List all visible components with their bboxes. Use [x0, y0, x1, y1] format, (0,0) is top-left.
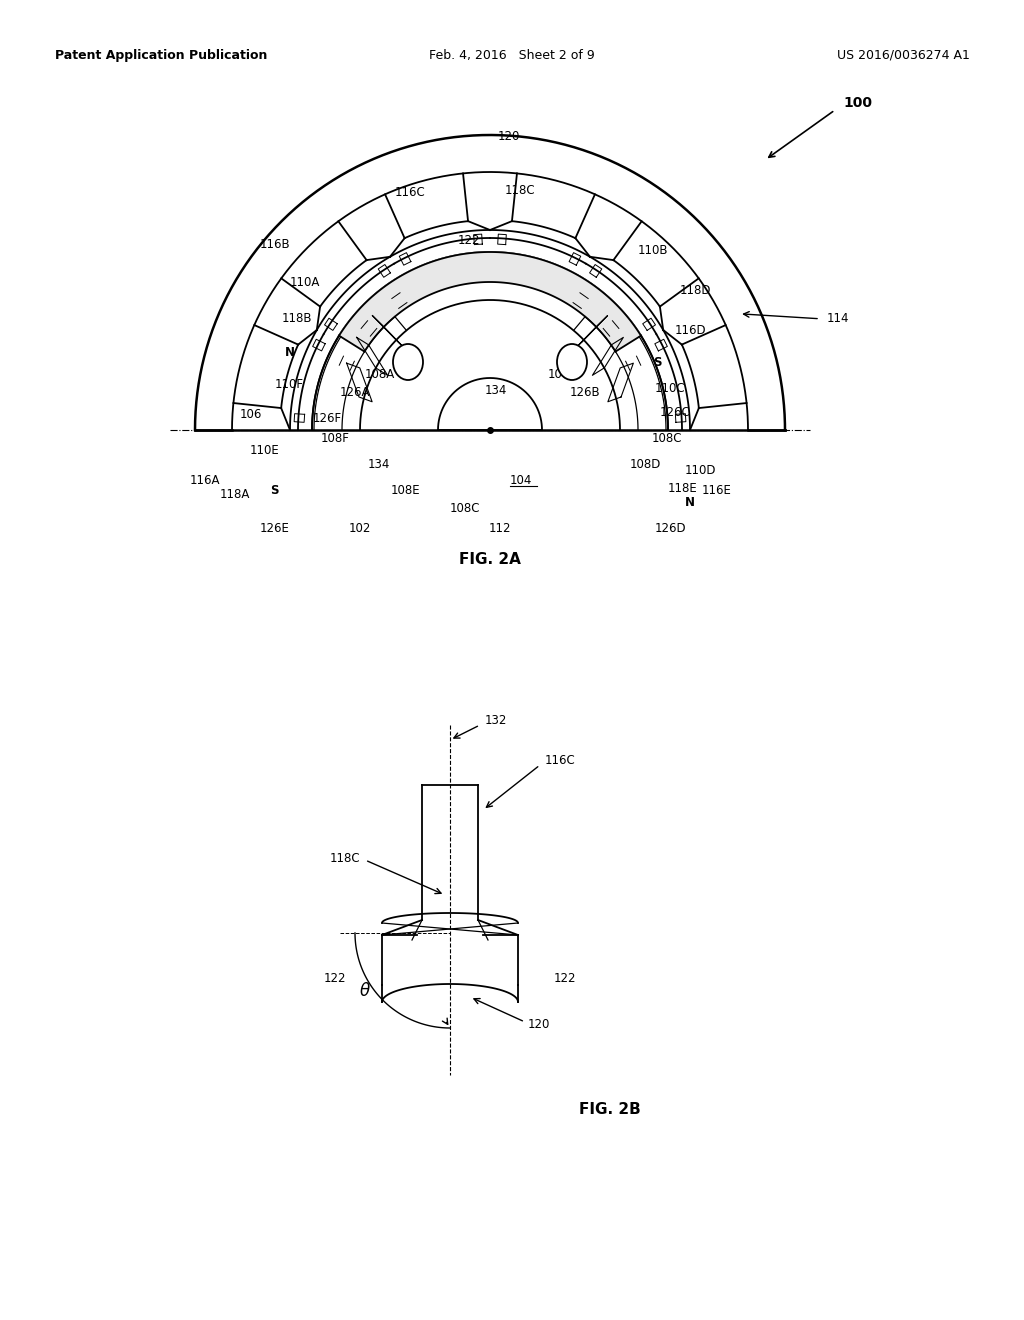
Ellipse shape — [557, 345, 587, 380]
Text: Patent Application Publication: Patent Application Publication — [55, 49, 267, 62]
Text: N: N — [285, 346, 295, 359]
Polygon shape — [339, 252, 641, 351]
Text: N: N — [685, 496, 695, 510]
Text: 116C: 116C — [394, 186, 425, 198]
Text: S: S — [270, 483, 279, 496]
Text: 116C: 116C — [545, 754, 575, 767]
Text: S: S — [653, 355, 662, 368]
Text: 102: 102 — [349, 521, 371, 535]
Text: 126C: 126C — [660, 405, 691, 418]
Text: 108F: 108F — [322, 432, 350, 445]
Text: 132: 132 — [485, 714, 507, 726]
Text: $\theta$: $\theta$ — [359, 982, 371, 1001]
Text: 122: 122 — [554, 972, 577, 985]
Text: 120: 120 — [498, 129, 520, 143]
Text: 110C: 110C — [655, 381, 686, 395]
Text: 116A: 116A — [190, 474, 220, 487]
Text: FIG. 2B: FIG. 2B — [580, 1102, 641, 1118]
Text: 126D: 126D — [654, 521, 686, 535]
Text: 108C: 108C — [450, 502, 480, 515]
Text: 112: 112 — [488, 521, 511, 535]
Text: 104: 104 — [510, 474, 532, 487]
Text: 106: 106 — [240, 408, 262, 421]
Text: 126B: 126B — [570, 385, 601, 399]
Text: 126E: 126E — [260, 521, 290, 535]
Text: Feb. 4, 2016   Sheet 2 of 9: Feb. 4, 2016 Sheet 2 of 9 — [429, 49, 595, 62]
Text: US 2016/0036274 A1: US 2016/0036274 A1 — [838, 49, 970, 62]
Text: 118A: 118A — [220, 488, 251, 502]
Text: 118C: 118C — [505, 183, 536, 197]
Text: 108C: 108C — [652, 432, 683, 445]
Text: 120: 120 — [528, 1018, 550, 1031]
Text: 116D: 116D — [675, 323, 707, 337]
Text: 110A: 110A — [290, 276, 321, 289]
Text: 122: 122 — [324, 972, 346, 985]
Ellipse shape — [393, 345, 423, 380]
Text: 108D: 108D — [630, 458, 662, 471]
Text: 122: 122 — [458, 234, 480, 247]
Text: 118C: 118C — [330, 851, 360, 865]
Text: 110D: 110D — [685, 463, 717, 477]
Text: 116B: 116B — [260, 239, 291, 252]
Text: 110F: 110F — [275, 379, 304, 392]
Text: 108B: 108B — [548, 368, 579, 381]
Text: 108E: 108E — [390, 483, 420, 496]
Text: 108A: 108A — [365, 368, 395, 381]
Text: 100: 100 — [843, 96, 872, 110]
Text: 134: 134 — [485, 384, 507, 396]
Text: 110B: 110B — [638, 243, 669, 256]
Text: 118B: 118B — [282, 312, 312, 325]
Text: 118D: 118D — [680, 284, 712, 297]
Text: 118E: 118E — [668, 482, 697, 495]
Text: 126A: 126A — [340, 385, 370, 399]
Text: 110E: 110E — [250, 444, 280, 457]
Text: FIG. 2A: FIG. 2A — [459, 553, 521, 568]
Text: 134: 134 — [368, 458, 390, 471]
Text: 126F: 126F — [313, 412, 342, 425]
Text: 116E: 116E — [702, 483, 732, 496]
Text: 114: 114 — [827, 313, 850, 325]
